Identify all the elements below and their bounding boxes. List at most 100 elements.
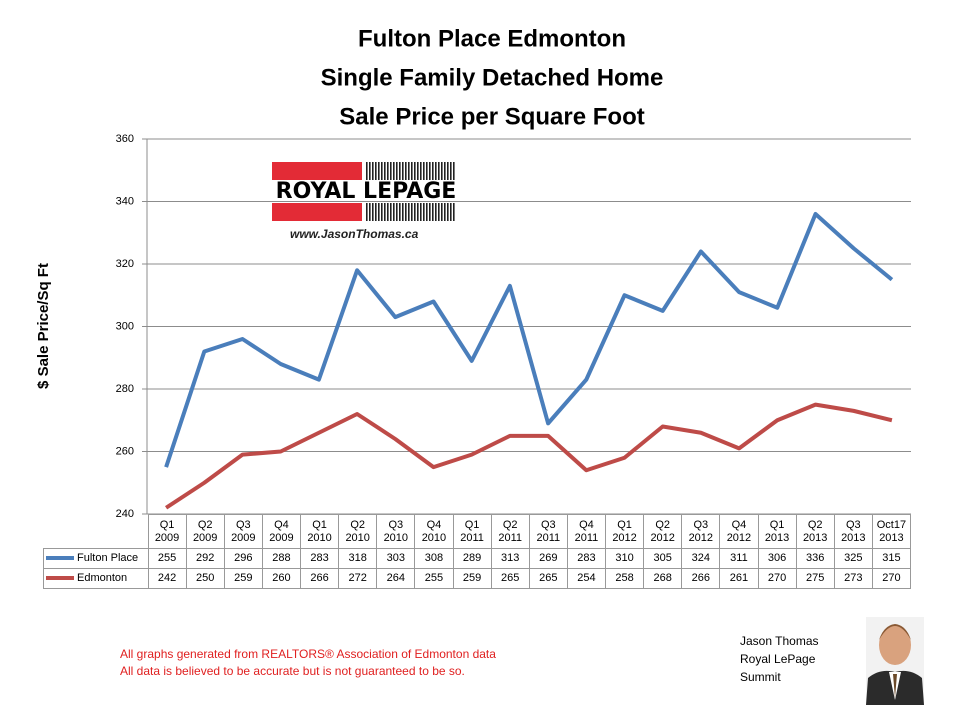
x-tick-label: Q4 2010 <box>414 514 454 549</box>
table-value: 272 <box>338 568 378 589</box>
stripe <box>417 162 419 180</box>
stripe <box>405 203 407 221</box>
stripe <box>375 162 377 180</box>
logo-brand: ROYAL LEPAGE <box>276 179 457 204</box>
stripe <box>411 203 413 221</box>
table-value: 270 <box>757 568 797 589</box>
x-tick-label: Q3 2011 <box>528 514 568 549</box>
table-value: 311 <box>719 548 759 569</box>
chart-title: Single Family Detached Home <box>321 64 664 91</box>
chart-title: Sale Price per Square Foot <box>339 103 644 130</box>
x-tick-label: Q2 2013 <box>795 514 835 549</box>
table-value: 283 <box>299 548 340 569</box>
stripe <box>393 203 395 221</box>
x-tick-label: Q1 2013 <box>757 514 797 549</box>
legend-label: Fulton Place <box>77 552 139 564</box>
table-value: 275 <box>795 568 835 589</box>
stripe <box>402 162 404 180</box>
signature: Jason Thomas <box>740 634 819 648</box>
table-value: 289 <box>452 548 492 569</box>
stripe <box>426 203 428 221</box>
table-value: 336 <box>795 548 835 569</box>
stripe <box>417 203 419 221</box>
y-tick-label: 360 <box>116 133 134 145</box>
table-value: 269 <box>528 548 568 569</box>
table-value: 242 <box>147 568 187 589</box>
stripe <box>444 162 446 180</box>
y-tick-label: 280 <box>116 383 134 395</box>
table-value: 260 <box>261 568 302 589</box>
table-value: 250 <box>185 568 225 589</box>
x-tick-label: Oct17 2013 <box>871 514 912 549</box>
x-tick-label: Q4 2012 <box>719 514 759 549</box>
x-tick-label: Q3 2013 <box>833 514 873 549</box>
stripe <box>423 162 425 180</box>
note: All data is believed to be accurate but … <box>120 664 465 678</box>
stripe <box>429 162 431 180</box>
stripe <box>444 203 446 221</box>
corner <box>43 514 149 549</box>
stripe <box>399 203 401 221</box>
stripe <box>384 162 386 180</box>
stripe <box>375 203 377 221</box>
legend-entry: Edmonton <box>43 568 149 589</box>
stripe <box>408 203 410 221</box>
table-value: 288 <box>261 548 302 569</box>
stripe <box>369 162 371 180</box>
stripe <box>381 162 383 180</box>
stripe <box>390 203 392 221</box>
table-value: 261 <box>719 568 759 589</box>
stripe <box>435 203 437 221</box>
y-axis-label: $ Sale Price/Sq Ft <box>35 263 52 389</box>
table-value: 270 <box>871 568 912 589</box>
stripe <box>423 203 425 221</box>
table-value: 273 <box>833 568 873 589</box>
stripe <box>414 203 416 221</box>
stripe <box>447 162 449 180</box>
stripe <box>414 162 416 180</box>
stripe <box>453 203 455 221</box>
table-value: 268 <box>643 568 683 589</box>
stripe <box>408 162 410 180</box>
stripe <box>387 162 389 180</box>
table-value: 255 <box>414 568 454 589</box>
note: All graphs generated from REALTORS® Asso… <box>120 647 496 661</box>
stripe <box>381 203 383 221</box>
stripe <box>402 203 404 221</box>
table-value: 324 <box>681 548 721 569</box>
stripe <box>372 203 374 221</box>
table-value: 259 <box>223 568 263 589</box>
table-value: 315 <box>871 548 912 569</box>
stripe <box>390 162 392 180</box>
y-tick-label: 260 <box>116 445 134 457</box>
stripe <box>429 203 431 221</box>
stripe <box>450 162 452 180</box>
x-tick-label: Q4 2009 <box>261 514 302 549</box>
stripe <box>405 162 407 180</box>
x-tick-label: Q4 2011 <box>566 514 607 549</box>
logo-stripes <box>366 162 455 221</box>
table-value: 259 <box>452 568 492 589</box>
table-value: 296 <box>223 548 263 569</box>
table-value: 318 <box>338 548 378 569</box>
table-value: 292 <box>185 548 225 569</box>
stripe <box>378 203 380 221</box>
y-tick-label: 320 <box>116 258 134 270</box>
logo-bar <box>272 203 362 221</box>
chart-title: Fulton Place Edmonton <box>358 25 626 52</box>
stripe <box>438 203 440 221</box>
table-value: 264 <box>376 568 416 589</box>
logo: ROYAL LEPAGE www.JasonThomas.ca <box>267 158 459 241</box>
stripe <box>435 162 437 180</box>
signature: Summit <box>740 670 781 684</box>
stripe <box>441 162 443 180</box>
stripe <box>369 203 371 221</box>
stripe <box>447 203 449 221</box>
legend-swatch <box>46 556 74 561</box>
stripe <box>420 203 422 221</box>
x-tick-label: Q3 2012 <box>681 514 721 549</box>
table-value: 325 <box>833 548 873 569</box>
legend-entry: Fulton Place <box>43 548 149 569</box>
